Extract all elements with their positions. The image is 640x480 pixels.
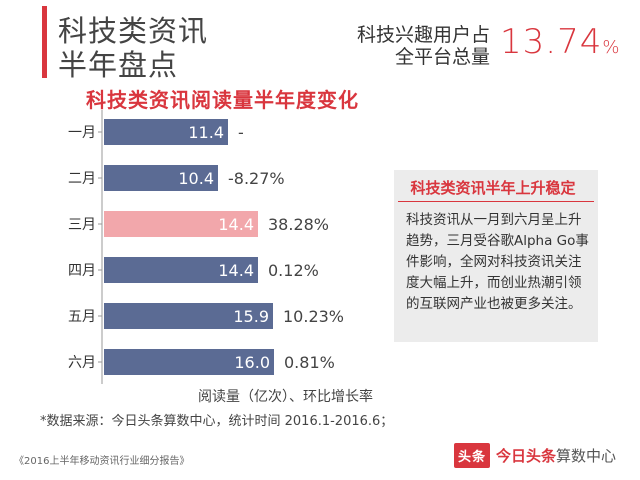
note-body: 科技资讯从一月到六月呈上升趋势，三月受谷歌Alpha Go事件影响，全网对科技资… <box>406 212 589 312</box>
report-source: 《2016上半年移动资讯行业细分报告》 <box>14 456 190 467</box>
category-label: 六月 <box>68 355 96 371</box>
bar-value-label: 11.4 <box>188 123 224 142</box>
bar <box>104 303 273 329</box>
growth-rate-label: - <box>238 123 244 142</box>
bar <box>104 349 274 375</box>
bar-value-label: 14.4 <box>218 215 254 234</box>
page-title-line-1: 科技类资讯 <box>58 14 209 48</box>
growth-rate-label: -8.27% <box>228 169 285 188</box>
brand-name-sub: 算数中心 <box>556 447 617 465</box>
stat-value-number: 13.74 <box>500 22 603 62</box>
category-label: 三月 <box>68 217 96 233</box>
category-label: 五月 <box>68 309 96 325</box>
brand-logo: 头条 <box>454 443 491 468</box>
growth-rate-label: 0.81% <box>284 353 335 372</box>
category-label: 一月 <box>68 125 96 141</box>
category-label: 四月 <box>68 263 96 279</box>
stat-label: 科技兴趣用户占 全平台总量 <box>357 24 490 68</box>
category-label: 二月 <box>68 171 96 187</box>
bar-value-label: 15.9 <box>233 307 269 326</box>
bar <box>104 165 218 191</box>
data-source-footnote: *数据来源：今日头条算数中心，统计时间 2016.1-2016.6； <box>40 414 394 429</box>
title-accent-bar <box>42 6 47 78</box>
growth-rate-label: 38.28% <box>268 215 329 234</box>
bar-value-label: 10.4 <box>178 169 214 188</box>
growth-rate-label: 10.23% <box>283 307 344 326</box>
stat-label-line-1: 科技兴趣用户占 <box>356 24 490 46</box>
stat-value-unit: % <box>602 37 621 58</box>
brand-name-main: 今日头条 <box>496 447 557 465</box>
bar <box>104 211 258 237</box>
note-title-divider <box>398 201 594 202</box>
chart-title: 科技类资讯阅读量半年度变化 <box>86 88 359 112</box>
brand-name: 今日头条算数中心 <box>496 445 616 466</box>
chart-axis-caption: 阅读量（亿次）、环比增长率 <box>198 389 373 405</box>
note-title: 科技类资讯半年上升稳定 <box>410 179 576 197</box>
growth-rate-label: 0.12% <box>268 261 319 280</box>
page-title-line-2: 半年盘点 <box>58 48 179 82</box>
note-box <box>394 170 598 342</box>
bar <box>104 119 228 145</box>
stat-value: 13.74% <box>500 22 620 62</box>
bar <box>104 257 258 283</box>
bar-value-label: 14.4 <box>218 261 254 280</box>
bar-chart: 一月 11.4 - 二月 10.4 -8.27% 三月 14.4 38.28% 四月 14.4 0.1… <box>68 110 344 384</box>
stat-label-line-2: 全平台总量 <box>394 46 490 68</box>
bar-value-label: 16.0 <box>234 353 270 372</box>
brand: 头条 今日头条算数中心 <box>454 443 616 468</box>
